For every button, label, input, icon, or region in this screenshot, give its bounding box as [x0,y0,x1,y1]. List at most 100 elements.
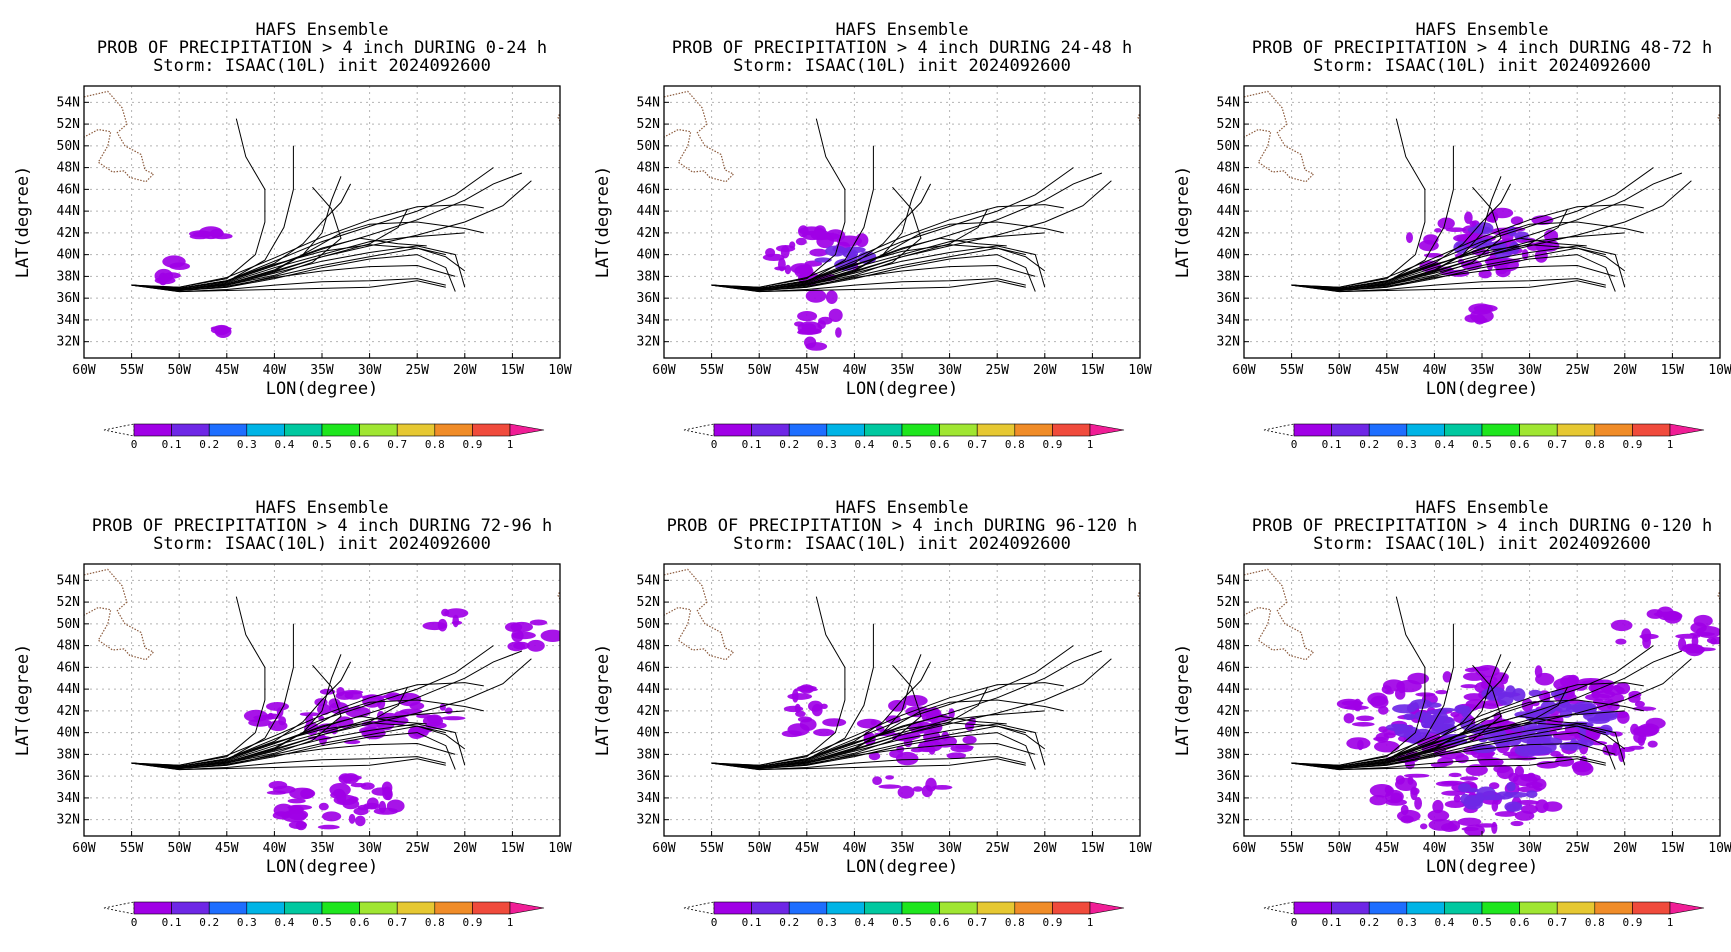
precip-cell [1475,823,1498,828]
panel-storm-label: Storm: ISAAC(10L) init 2024092600 [153,56,491,76]
precip-cell [1572,762,1583,772]
coastline-newfoundland [664,90,735,183]
x-tick-label: 60W [1232,363,1256,378]
y-tick-label: 38N [1217,747,1240,762]
panel-title: HAFS Ensemble [1415,20,1548,40]
x-tick-label: 60W [652,363,676,378]
precip-cell [825,290,838,305]
precip-cell [802,230,823,241]
colorbar-tick-label: 0.6 [350,438,370,451]
precip-cell [1653,611,1680,617]
colorbar-tick-label: 0.7 [967,916,987,929]
colorbar-segment [321,901,360,915]
colorbar-segment [1594,423,1633,437]
x-tick-label: 50W [167,841,191,856]
y-tick-label: 48N [57,161,80,176]
precip-cell [253,714,274,721]
y-tick-label: 32N [637,813,660,828]
precip-cell [1460,776,1479,781]
y-tick-label: 44N [1217,204,1240,219]
colorbar-segment [1368,423,1408,437]
panel-subtitle: PROB OF PRECIPITATION > 4 inch DURING 96… [667,516,1138,536]
x-axis-label: LON(degree) [1426,857,1539,877]
y-tick-label: 50N [57,617,80,632]
colorbar-tick-label: 0.2 [1359,438,1379,451]
x-tick-label: 10W [1128,841,1152,856]
colorbar-tick-label: 0.5 [892,438,912,451]
precip-cell [870,719,877,726]
precip-cell [1369,795,1388,806]
precip-cell [444,608,469,618]
precip-cell [527,639,545,652]
y-tick-label: 34N [637,791,660,806]
y-tick-label: 32N [57,813,80,828]
colorbar-tick-label: 0.3 [1397,438,1417,451]
y-tick-label: 36N [637,291,660,306]
precip-cell [822,718,847,727]
coastline-iberia [1726,698,1731,782]
colorbar-segment [864,901,903,915]
y-tick-label: 36N [637,769,660,784]
y-tick-label: 54N [637,95,660,110]
x-tick-label: 55W [120,841,144,856]
precip-cell [797,330,815,335]
precip-cell [287,798,306,804]
precip-cell [946,752,966,759]
colorbar-tick-label: 0.8 [1005,916,1025,929]
colorbar-segment [1481,901,1520,915]
precip-cell [1406,232,1413,244]
coastline-ireland [1137,100,1140,131]
ensemble-track [1291,244,1606,289]
x-tick-label: 50W [167,363,191,378]
precip-cell [336,687,345,697]
panel-subtitle: PROB OF PRECIPITATION > 4 inch DURING 24… [672,38,1133,58]
precip-cell [344,691,363,700]
y-tick-label: 36N [57,291,80,306]
precip-cell [355,815,366,827]
precip-cell [794,687,818,692]
colorbar-under-triangle [103,901,135,915]
precip-cell [962,735,977,745]
colorbar-segment [751,901,790,915]
precip-cell [1620,747,1635,752]
precip-cell [1448,772,1462,778]
precip-cell [948,708,955,719]
precip-cell [342,773,359,784]
precip-cell [1420,823,1428,830]
precip-cell [386,799,405,813]
precip-cell [774,266,787,271]
precip-cell [445,707,453,715]
ensemble-track [131,596,266,766]
ensemble-track [131,682,484,766]
precip-cell [1534,665,1543,678]
colorbar-segment [321,423,360,437]
x-tick-label: 35W [890,363,914,378]
precip-cell [1506,781,1516,792]
precip-cell [1706,636,1720,645]
colorbar-segment [1406,423,1445,437]
ensemble-track [711,596,846,766]
ensemble-track [131,686,409,769]
colorbar-tick-label: 0.4 [1434,916,1454,929]
precip-cell [762,253,785,261]
x-tick-label: 20W [1613,363,1637,378]
colorbar-tick-label: 0.6 [930,438,950,451]
coastline-iberia [1146,698,1159,782]
precip-cell [317,824,340,830]
x-tick-label: 55W [1280,841,1304,856]
y-tick-label: 42N [637,704,660,719]
precip-cell [439,703,446,711]
colorbar-segment [133,901,172,915]
coastline-newfoundland [1244,568,1315,661]
y-tick-label: 48N [1217,639,1240,654]
ensemble-track [131,254,456,292]
coastline-iberia [566,698,579,782]
colorbar-tick-label: 0.7 [967,438,987,451]
panel-plot-area [84,564,579,836]
precip-cell [1397,809,1421,823]
ensemble-track [131,722,446,767]
y-tick-label: 52N [57,117,80,132]
